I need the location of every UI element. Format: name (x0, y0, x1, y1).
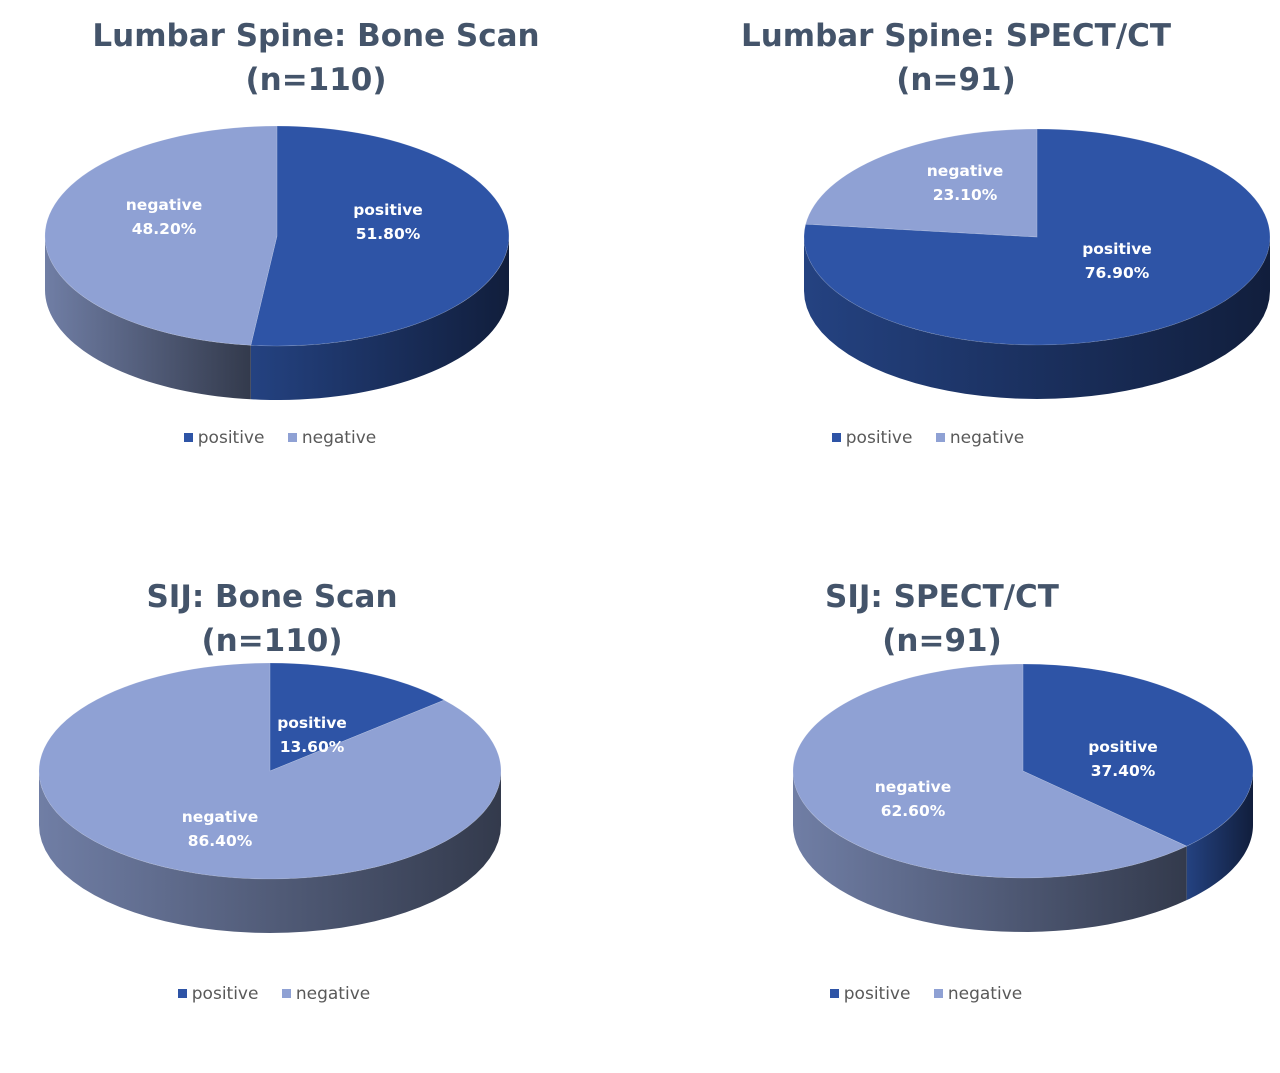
legend-item-positive: positive (177, 984, 259, 1004)
legend-label: positive (191, 984, 259, 1004)
data-label-category: negative (182, 808, 258, 826)
legend-label: positive (843, 984, 911, 1004)
pie-slice-negative (805, 128, 1038, 238)
legend-item-negative: negative (281, 984, 371, 1004)
legend-label: negative (301, 428, 377, 448)
chart-title: Lumbar Spine: Bone Scan (n=110) (0, 14, 636, 102)
legend-item-positive: positive (831, 428, 913, 448)
data-label-value: 13.60% (280, 738, 345, 756)
legend-swatch-positive (177, 989, 187, 998)
pie-top (44, 125, 510, 347)
pie-side-negative (39, 771, 501, 933)
chart-title-text: Lumbar Spine: SPECT/CT (740, 18, 1172, 54)
legend-item-negative: negative (287, 428, 377, 448)
pie-data-labels: positive 37.40% negative 62.60% (875, 738, 1158, 820)
pie-side-walls (793, 771, 1253, 932)
pie-top (803, 128, 1271, 346)
data-label-value: 76.90% (1085, 264, 1150, 282)
data-label-category: negative (126, 196, 202, 214)
legend-label: positive (845, 428, 913, 448)
chart-subtitle: (n=91) (896, 62, 1016, 98)
legend-label: negative (295, 984, 371, 1004)
legend-label: positive (197, 428, 265, 448)
chart-title: SIJ: Bone Scan (n=110) (0, 575, 592, 663)
chart-title: SIJ: SPECT/CT (n=91) (622, 575, 1262, 663)
pie-data-labels: positive 51.80% negative 48.20% (126, 196, 423, 243)
data-label-value: 86.40% (188, 832, 253, 850)
legend-item-negative: negative (933, 984, 1023, 1004)
legend-swatch-negative (933, 989, 943, 998)
legend-swatch-negative (935, 433, 945, 442)
data-label-value: 48.20% (132, 220, 197, 238)
pie-side-negative (45, 236, 251, 400)
data-label-category: negative (875, 778, 951, 796)
chart-subtitle: (n=110) (245, 62, 387, 98)
pie-slice-positive (250, 125, 510, 347)
legend-item-negative: negative (935, 428, 1025, 448)
legend-swatch-positive (829, 989, 839, 998)
pie-top (38, 662, 502, 880)
pie-slice-positive (803, 128, 1271, 346)
pie-side-walls (45, 236, 509, 400)
chart-title: Lumbar Spine: SPECT/CT (n=91) (636, 14, 1276, 102)
pie-slice-positive (1022, 663, 1254, 847)
chart-legend: positive negative (608, 428, 1248, 448)
legend-item-positive: positive (183, 428, 265, 448)
data-label-category: positive (277, 714, 347, 732)
chart-panel: SIJ: Bone Scan (n=110) positive 13.60% neg… (0, 560, 640, 1073)
legend-label: negative (949, 428, 1025, 448)
data-label-value: 23.10% (933, 186, 998, 204)
chart-title-text: SIJ: Bone Scan (146, 579, 398, 615)
pie-chart: positive 37.40% negative 62.60% (792, 663, 1254, 932)
chart-legend: positive negative (0, 984, 594, 1004)
chart-panel: Lumbar Spine: SPECT/CT (n=91) positive 76… (640, 0, 1280, 513)
data-label-category: positive (353, 201, 423, 219)
pie-side-negative (793, 771, 1187, 932)
data-label-category: negative (927, 162, 1003, 180)
pie-data-labels: positive 76.90% negative 23.10% (927, 162, 1152, 282)
chart-subtitle: (n=91) (882, 623, 1002, 659)
chart-legend: positive negative (0, 428, 600, 448)
pie-slice-negative (792, 663, 1188, 879)
pie-side-positive (804, 237, 1270, 399)
data-label-value: 51.80% (356, 225, 421, 243)
data-label-value: 62.60% (881, 802, 946, 820)
pie-slice-negative (38, 662, 502, 880)
pie-slice-negative (44, 125, 278, 346)
chart-title-text: SIJ: SPECT/CT (825, 579, 1059, 615)
pie-side-positive (1186, 771, 1253, 901)
pie-side-walls (804, 237, 1270, 399)
pie-top (792, 663, 1254, 879)
chart-title-text: Lumbar Spine: Bone Scan (92, 18, 540, 54)
chart-legend: positive negative (606, 984, 1246, 1004)
pie-chart: positive 51.80% negative 48.20% (44, 125, 510, 400)
chart-panel: SIJ: SPECT/CT (n=91) positive 37.40% negat… (640, 560, 1280, 1073)
pie-slice-positive (269, 662, 445, 772)
legend-swatch-positive (831, 433, 841, 442)
pie-chart: positive 76.90% negative 23.10% (803, 128, 1271, 399)
legend-label: negative (947, 984, 1023, 1004)
legend-item-positive: positive (829, 984, 911, 1004)
pie-side-positive (250, 236, 509, 400)
data-label-category: positive (1082, 240, 1152, 258)
pie-data-labels: positive 13.60% negative 86.40% (182, 714, 347, 850)
legend-swatch-negative (287, 433, 297, 442)
legend-swatch-positive (183, 433, 193, 442)
chart-panel: Lumbar Spine: Bone Scan (n=110) positive… (0, 0, 640, 513)
pie-chart: positive 13.60% negative 86.40% (38, 662, 502, 933)
data-label-category: positive (1088, 738, 1158, 756)
legend-swatch-negative (281, 989, 291, 998)
chart-subtitle: (n=110) (201, 623, 343, 659)
pie-side-walls (39, 771, 501, 933)
data-label-value: 37.40% (1091, 762, 1156, 780)
